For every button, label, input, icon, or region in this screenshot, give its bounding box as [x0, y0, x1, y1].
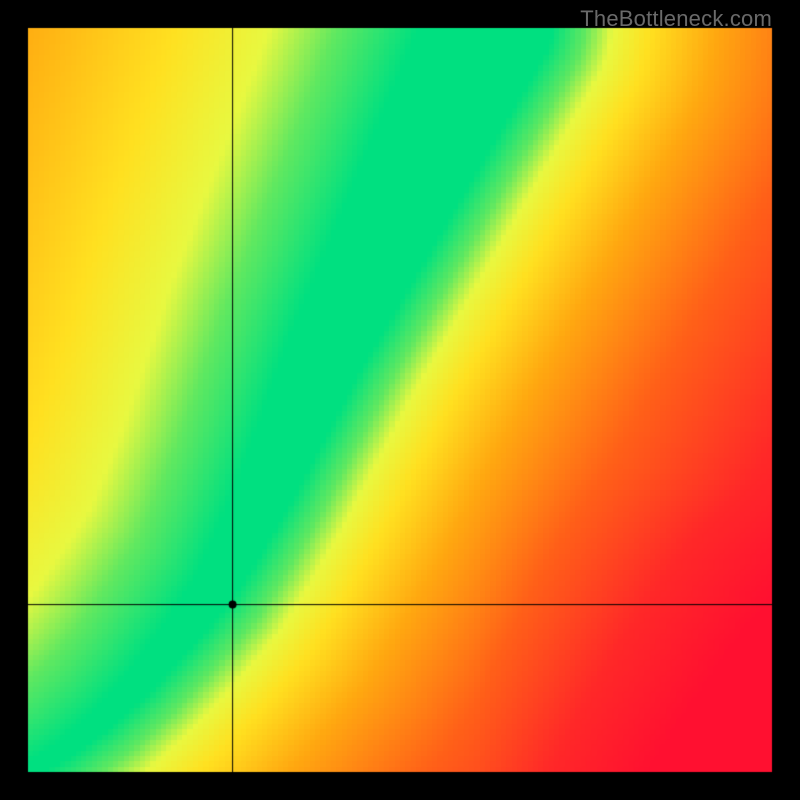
- watermark-text: TheBottleneck.com: [580, 6, 772, 32]
- bottleneck-heatmap: TheBottleneck.com: [0, 0, 800, 800]
- heatmap-canvas: [0, 0, 800, 800]
